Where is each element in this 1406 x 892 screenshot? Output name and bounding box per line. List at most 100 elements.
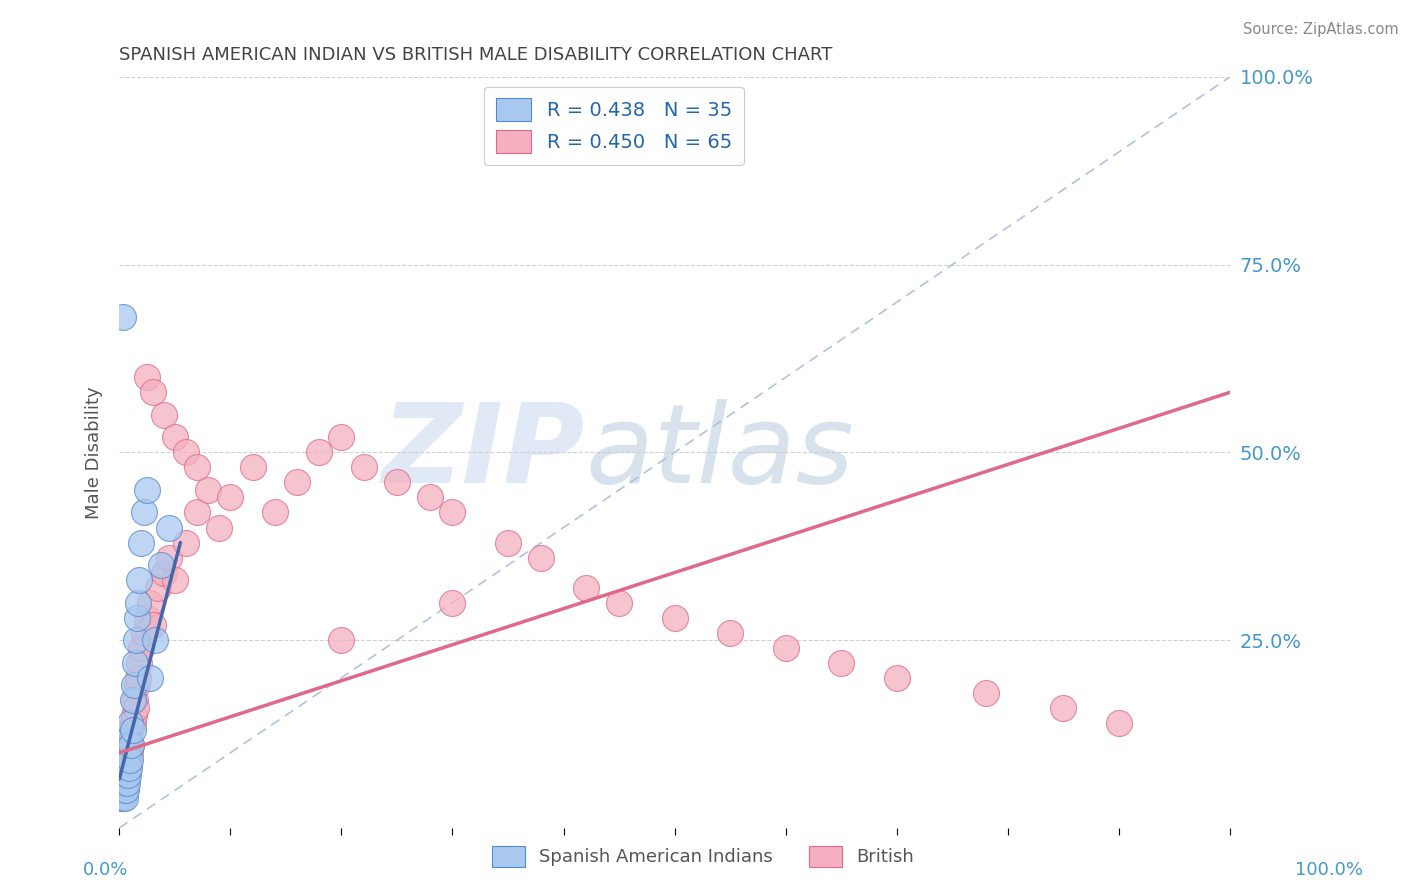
Point bbox=[142, 618, 165, 632]
Point bbox=[174, 535, 197, 549]
Point bbox=[127, 671, 149, 685]
Point bbox=[111, 791, 134, 805]
Point bbox=[114, 791, 136, 805]
Point bbox=[114, 776, 136, 790]
Point bbox=[157, 550, 180, 565]
Point bbox=[197, 483, 219, 497]
Point bbox=[974, 686, 997, 700]
Point bbox=[607, 596, 630, 610]
Point bbox=[136, 610, 159, 624]
Point bbox=[118, 761, 141, 775]
Point bbox=[112, 768, 135, 782]
Point bbox=[115, 776, 138, 790]
Point bbox=[308, 445, 330, 459]
Point bbox=[117, 768, 139, 782]
Point bbox=[118, 753, 141, 767]
Point bbox=[125, 610, 148, 624]
Point bbox=[111, 776, 134, 790]
Point bbox=[1052, 700, 1074, 714]
Point bbox=[111, 310, 134, 325]
Point bbox=[441, 506, 464, 520]
Point bbox=[121, 693, 143, 707]
Point bbox=[115, 753, 138, 767]
Legend: R = 0.438   N = 35, R = 0.450   N = 65: R = 0.438 N = 35, R = 0.450 N = 65 bbox=[485, 87, 744, 165]
Point bbox=[142, 385, 165, 400]
Point bbox=[115, 768, 138, 782]
Point bbox=[163, 430, 186, 444]
Point bbox=[263, 506, 285, 520]
Point bbox=[114, 783, 136, 797]
Point bbox=[121, 739, 143, 753]
Point bbox=[120, 746, 142, 760]
Point bbox=[122, 678, 145, 692]
Point bbox=[132, 506, 155, 520]
Point bbox=[131, 640, 153, 655]
Point bbox=[664, 610, 686, 624]
Point bbox=[136, 483, 159, 497]
Point bbox=[146, 581, 169, 595]
Point bbox=[114, 761, 136, 775]
Point bbox=[132, 625, 155, 640]
Point bbox=[136, 370, 159, 384]
Point bbox=[219, 491, 242, 505]
Point bbox=[122, 708, 145, 723]
Point bbox=[441, 596, 464, 610]
Point bbox=[125, 633, 148, 648]
Point bbox=[128, 656, 150, 670]
Point bbox=[110, 783, 132, 797]
Point bbox=[111, 783, 134, 797]
Y-axis label: Male Disability: Male Disability bbox=[86, 386, 103, 519]
Point bbox=[131, 535, 153, 549]
Text: ZIP: ZIP bbox=[382, 399, 586, 506]
Point bbox=[186, 460, 208, 475]
Point bbox=[242, 460, 264, 475]
Point bbox=[121, 715, 143, 730]
Point bbox=[150, 558, 173, 572]
Point bbox=[886, 671, 908, 685]
Point bbox=[117, 739, 139, 753]
Point bbox=[112, 768, 135, 782]
Point bbox=[330, 633, 353, 648]
Point bbox=[112, 783, 135, 797]
Point bbox=[330, 430, 353, 444]
Point bbox=[115, 783, 138, 797]
Point bbox=[121, 723, 143, 738]
Point bbox=[120, 723, 142, 738]
Point bbox=[419, 491, 441, 505]
Point bbox=[139, 596, 162, 610]
Text: 0.0%: 0.0% bbox=[83, 861, 128, 879]
Point bbox=[124, 656, 146, 670]
Point bbox=[208, 520, 231, 534]
Point bbox=[186, 506, 208, 520]
Point bbox=[139, 671, 162, 685]
Point bbox=[152, 566, 174, 580]
Point bbox=[496, 535, 519, 549]
Point bbox=[114, 761, 136, 775]
Point bbox=[285, 475, 308, 490]
Point bbox=[174, 445, 197, 459]
Point bbox=[120, 715, 142, 730]
Point bbox=[1108, 715, 1130, 730]
Point bbox=[111, 776, 134, 790]
Point bbox=[115, 776, 138, 790]
Point bbox=[115, 753, 138, 767]
Point bbox=[115, 768, 138, 782]
Point bbox=[125, 678, 148, 692]
Point bbox=[125, 700, 148, 714]
Point bbox=[117, 761, 139, 775]
Point bbox=[385, 475, 408, 490]
Point bbox=[124, 693, 146, 707]
Point bbox=[120, 753, 142, 767]
Point bbox=[575, 581, 598, 595]
Legend: Spanish American Indians, British: Spanish American Indians, British bbox=[485, 838, 921, 874]
Text: atlas: atlas bbox=[586, 399, 855, 506]
Text: Source: ZipAtlas.com: Source: ZipAtlas.com bbox=[1243, 22, 1399, 37]
Point bbox=[775, 640, 797, 655]
Point bbox=[353, 460, 375, 475]
Point bbox=[530, 550, 553, 565]
Point bbox=[152, 408, 174, 422]
Point bbox=[117, 746, 139, 760]
Point bbox=[157, 520, 180, 534]
Point bbox=[121, 739, 143, 753]
Point bbox=[718, 625, 741, 640]
